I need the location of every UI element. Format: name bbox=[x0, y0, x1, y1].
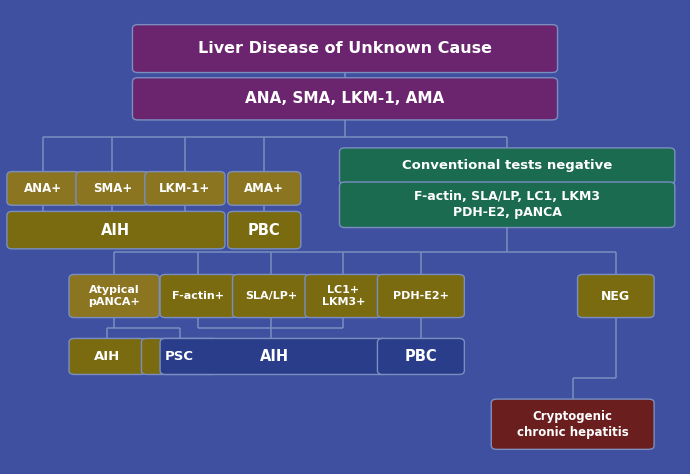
FancyBboxPatch shape bbox=[160, 274, 237, 318]
Text: Conventional tests negative: Conventional tests negative bbox=[402, 159, 612, 173]
FancyBboxPatch shape bbox=[233, 274, 309, 318]
FancyBboxPatch shape bbox=[339, 148, 675, 184]
Text: SLA/LP+: SLA/LP+ bbox=[245, 291, 297, 301]
FancyBboxPatch shape bbox=[491, 399, 654, 449]
FancyBboxPatch shape bbox=[377, 338, 464, 374]
FancyBboxPatch shape bbox=[377, 274, 464, 318]
Text: AMA+: AMA+ bbox=[244, 182, 284, 195]
FancyBboxPatch shape bbox=[76, 172, 149, 205]
FancyBboxPatch shape bbox=[7, 172, 80, 205]
Text: Cryptogenic
chronic hepatitis: Cryptogenic chronic hepatitis bbox=[517, 410, 629, 439]
Text: LC1+
LKM3+: LC1+ LKM3+ bbox=[322, 285, 365, 307]
Text: Liver Disease of Unknown Cause: Liver Disease of Unknown Cause bbox=[198, 41, 492, 56]
Text: Atypical
pANCA+: Atypical pANCA+ bbox=[88, 285, 140, 307]
FancyBboxPatch shape bbox=[145, 172, 225, 205]
FancyBboxPatch shape bbox=[7, 211, 225, 249]
FancyBboxPatch shape bbox=[69, 338, 146, 374]
Text: PBC: PBC bbox=[248, 223, 281, 237]
Text: PBC: PBC bbox=[404, 349, 437, 364]
FancyBboxPatch shape bbox=[69, 274, 159, 318]
FancyBboxPatch shape bbox=[132, 78, 558, 120]
Text: LKM-1+: LKM-1+ bbox=[159, 182, 210, 195]
FancyBboxPatch shape bbox=[305, 274, 382, 318]
Text: AIH: AIH bbox=[94, 350, 121, 363]
FancyBboxPatch shape bbox=[228, 172, 301, 205]
Text: AIH: AIH bbox=[259, 349, 289, 364]
FancyBboxPatch shape bbox=[339, 182, 675, 228]
Text: SMA+: SMA+ bbox=[93, 182, 132, 195]
Text: PSC: PSC bbox=[165, 350, 195, 363]
Text: F-actin+: F-actin+ bbox=[172, 291, 224, 301]
Text: AIH: AIH bbox=[101, 223, 130, 237]
FancyBboxPatch shape bbox=[160, 338, 388, 374]
Text: F-actin, SLA/LP, LC1, LKM3
PDH-E2, pANCA: F-actin, SLA/LP, LC1, LKM3 PDH-E2, pANCA bbox=[414, 190, 600, 219]
FancyBboxPatch shape bbox=[578, 274, 654, 318]
FancyBboxPatch shape bbox=[141, 338, 218, 374]
Text: ANA+: ANA+ bbox=[24, 182, 63, 195]
FancyBboxPatch shape bbox=[228, 211, 301, 249]
Text: ANA, SMA, LKM-1, AMA: ANA, SMA, LKM-1, AMA bbox=[246, 91, 444, 106]
FancyBboxPatch shape bbox=[132, 25, 558, 73]
Text: NEG: NEG bbox=[601, 290, 631, 302]
Text: PDH-E2+: PDH-E2+ bbox=[393, 291, 448, 301]
